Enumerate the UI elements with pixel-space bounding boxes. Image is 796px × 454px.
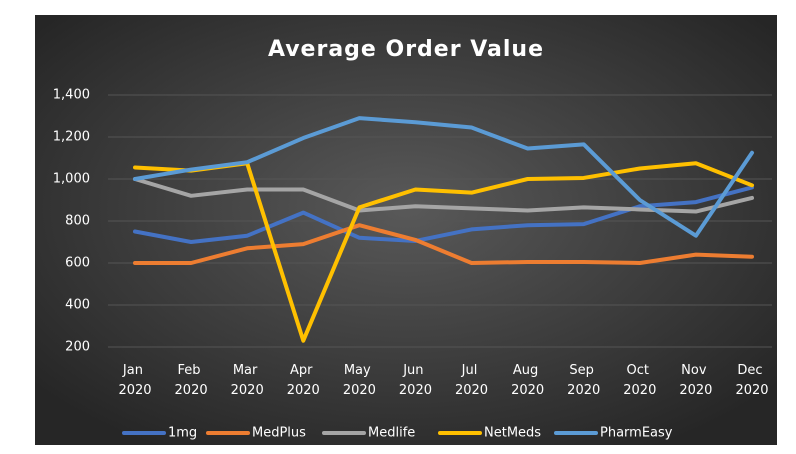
y-tick-label: 600 (65, 256, 90, 271)
line (133, 177, 754, 214)
x-tick-label: Jan 2020 (118, 363, 151, 398)
x-tick-label: Jul 2020 (455, 363, 488, 398)
x-tick-label: Jun 2020 (399, 363, 432, 398)
x-tick-label: Feb 2020 (175, 363, 208, 398)
y-tick-label: 800 (65, 214, 90, 229)
y-tick-label: 400 (65, 298, 90, 313)
y-tick-label: 200 (65, 340, 90, 355)
y-tick-label: 1,000 (53, 172, 90, 187)
chart-background (35, 15, 777, 445)
x-tick-label: Apr 2020 (287, 363, 320, 398)
y-tick-label: 1,400 (53, 88, 90, 103)
legend-label: MedPlus (252, 426, 306, 441)
legend-label: 1mg (168, 426, 197, 441)
legend-label: PharmEasy (600, 426, 673, 441)
x-tick-label: Dec 2020 (735, 363, 768, 398)
x-tick-label: Sep 2020 (567, 363, 600, 398)
x-tick-label: Oct 2020 (623, 363, 656, 398)
legend-label: Medlife (368, 426, 415, 441)
y-tick-label: 1,200 (53, 130, 90, 145)
x-tick-label: Mar 2020 (231, 363, 264, 398)
x-tick-label: May 2020 (343, 363, 376, 398)
legend-label: NetMeds (484, 426, 541, 441)
line (133, 116, 754, 238)
x-tick-label: Nov 2020 (679, 363, 712, 398)
chart-title: Average Order Value (268, 37, 544, 62)
line (133, 223, 754, 265)
x-tick-label: Aug 2020 (511, 363, 544, 398)
